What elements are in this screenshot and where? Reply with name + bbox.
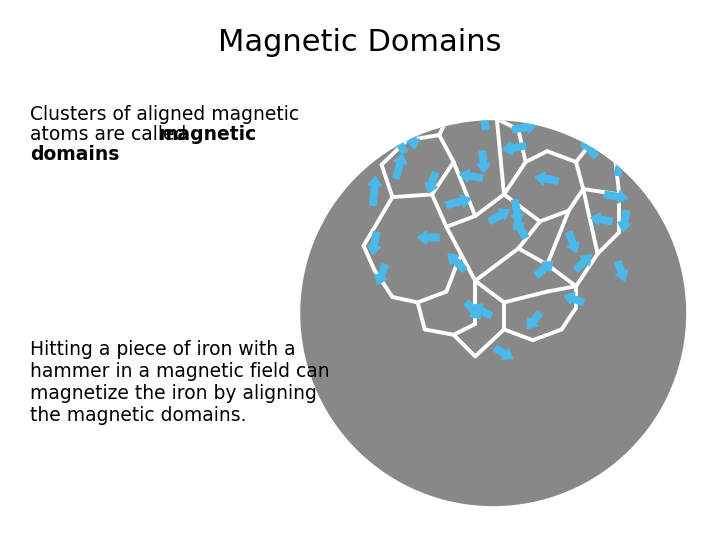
FancyArrow shape (581, 139, 598, 159)
FancyArrow shape (574, 255, 591, 272)
FancyArrow shape (448, 254, 467, 272)
Text: atoms are called: atoms are called (30, 125, 192, 144)
Text: Hitting a piece of iron with a: Hitting a piece of iron with a (30, 340, 296, 359)
FancyArrow shape (446, 195, 471, 208)
FancyArrow shape (464, 300, 480, 319)
Text: domains: domains (30, 145, 120, 164)
FancyArrow shape (407, 124, 420, 149)
FancyArrow shape (477, 105, 490, 130)
FancyArrow shape (613, 154, 626, 176)
FancyArrow shape (418, 231, 439, 244)
FancyArrow shape (368, 177, 381, 206)
FancyArrow shape (503, 142, 526, 154)
Text: Magnetic Domains: Magnetic Domains (218, 28, 502, 57)
FancyArrow shape (618, 210, 631, 232)
FancyArrow shape (564, 293, 585, 306)
FancyArrow shape (393, 154, 407, 179)
FancyArrow shape (511, 199, 523, 223)
FancyArrow shape (566, 231, 579, 253)
Text: magnetic: magnetic (158, 125, 256, 144)
FancyArrow shape (488, 209, 510, 224)
FancyArrow shape (590, 213, 613, 226)
FancyArrow shape (527, 311, 542, 329)
FancyArrow shape (512, 120, 536, 133)
FancyArrow shape (604, 191, 628, 203)
FancyArrow shape (534, 261, 553, 278)
Text: Clusters of aligned magnetic: Clusters of aligned magnetic (30, 105, 299, 124)
FancyArrow shape (477, 151, 490, 173)
FancyArrow shape (494, 346, 513, 360)
FancyArrow shape (513, 219, 528, 239)
Text: the magnetic domains.: the magnetic domains. (30, 406, 246, 425)
FancyArrow shape (546, 103, 559, 125)
FancyArrow shape (426, 99, 438, 120)
FancyArrow shape (615, 261, 628, 281)
FancyArrow shape (472, 304, 492, 319)
Circle shape (300, 120, 686, 506)
FancyArrow shape (426, 172, 438, 193)
FancyArrow shape (535, 172, 559, 185)
FancyArrow shape (368, 232, 381, 255)
Text: magnetize the iron by aligning: magnetize the iron by aligning (30, 384, 317, 403)
FancyArrow shape (459, 170, 483, 182)
FancyArrow shape (392, 132, 408, 154)
FancyArrow shape (375, 264, 388, 285)
Text: hammer in a magnetic field can: hammer in a magnetic field can (30, 362, 330, 381)
